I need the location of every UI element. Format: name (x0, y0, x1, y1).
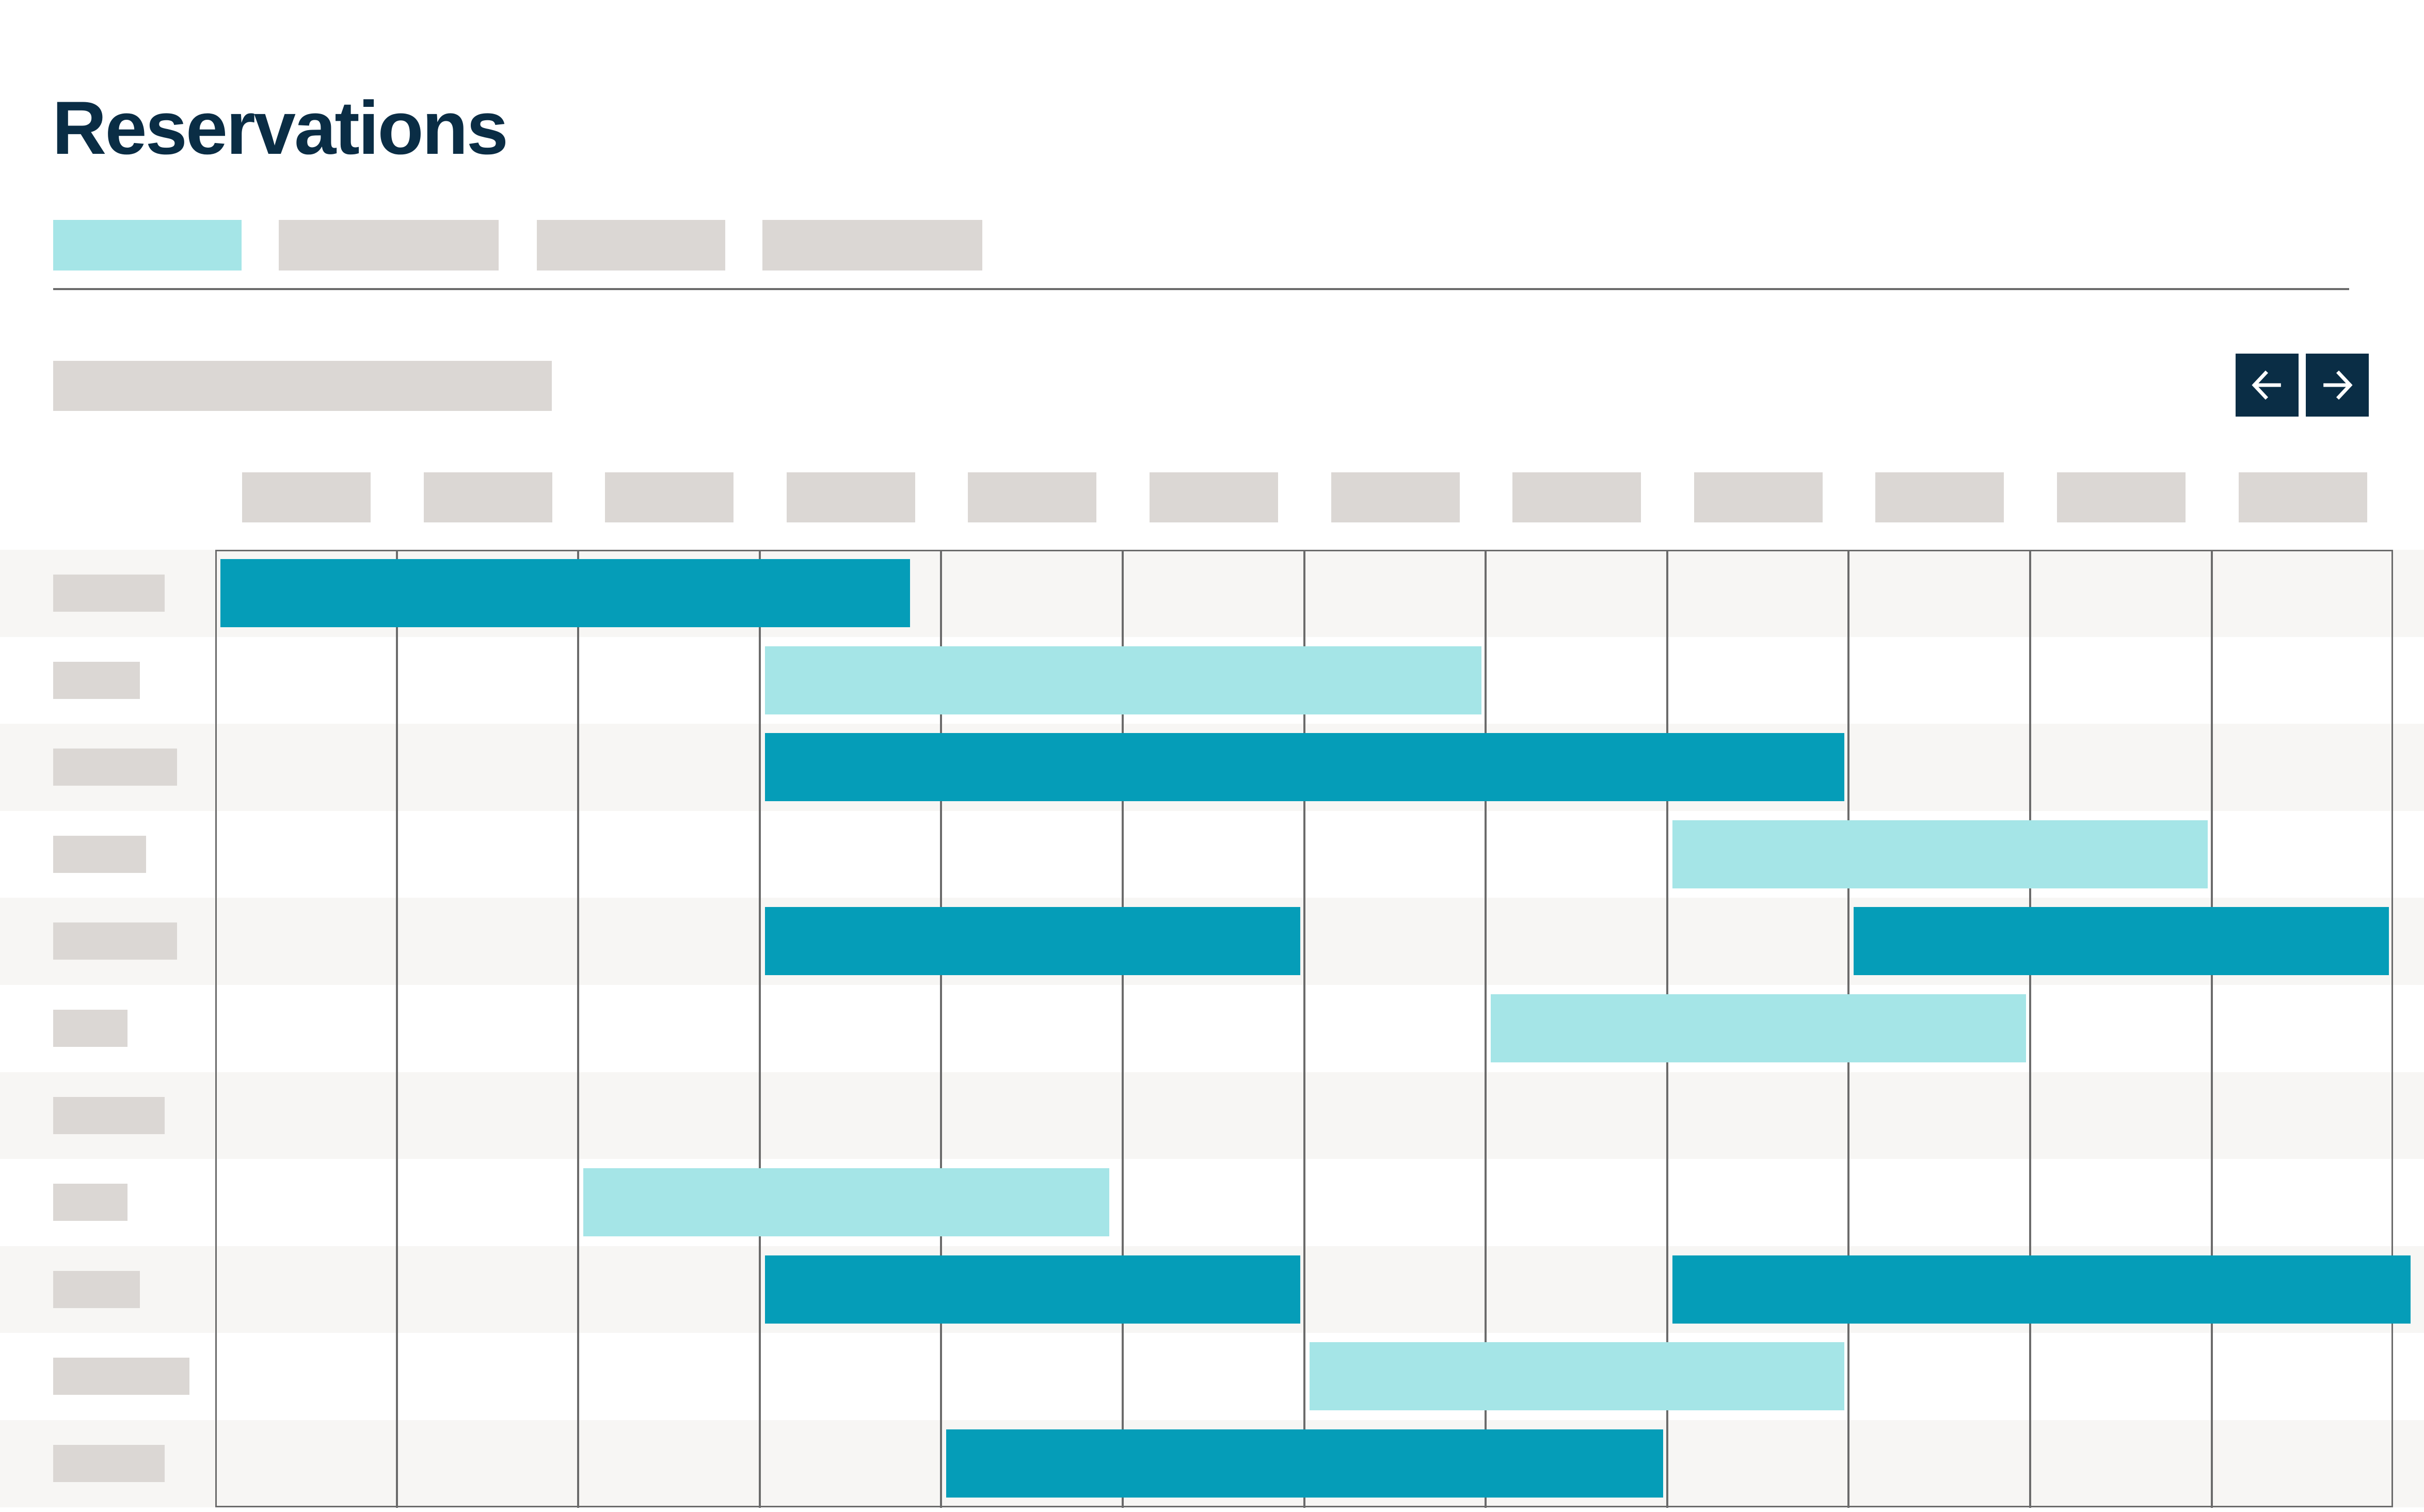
reservation-bar-pending[interactable] (1491, 994, 2026, 1062)
page-title: Reservations (52, 86, 508, 170)
reservation-bar-pending[interactable] (1309, 1342, 1845, 1411)
tab-1[interactable] (53, 220, 242, 270)
column-header (423, 472, 552, 522)
grid-line (2210, 550, 2213, 1508)
reservation-bar-confirmed[interactable] (220, 559, 910, 627)
row-label (53, 1270, 140, 1308)
column-header (968, 472, 1097, 522)
arrow-left-icon (2252, 370, 2281, 400)
reservation-bar-confirmed[interactable] (946, 1429, 1663, 1498)
reservation-bar-pending[interactable] (764, 646, 1482, 714)
reservation-bar-confirmed[interactable] (1672, 1255, 2411, 1324)
column-header (1150, 472, 1278, 522)
column-header (1512, 472, 1641, 522)
column-header (786, 472, 915, 522)
grid-line (758, 550, 761, 1508)
row-label (53, 1445, 165, 1482)
tab-3[interactable] (537, 220, 725, 270)
grid-line (940, 550, 943, 1508)
grid-line (1122, 550, 1124, 1508)
tab-2[interactable] (279, 220, 499, 270)
row-label (53, 1096, 165, 1134)
row-label (53, 575, 165, 612)
reservation-bar-confirmed[interactable] (764, 1255, 1300, 1324)
grid-line (577, 550, 580, 1508)
column-header (2238, 472, 2367, 522)
row-label (53, 661, 140, 699)
column-header (1331, 472, 1460, 522)
row-label (53, 749, 177, 786)
row-label (53, 835, 146, 873)
reservation-bar-pending[interactable] (1672, 820, 2208, 888)
arrow-right-icon (2323, 370, 2353, 400)
reservation-bar-confirmed[interactable] (764, 907, 1300, 976)
table-row (0, 1072, 2424, 1159)
row-label (53, 1358, 189, 1395)
grid-line (1303, 550, 1305, 1508)
row-label (53, 1010, 127, 1047)
reservation-bar-confirmed[interactable] (1854, 907, 2389, 976)
column-header (1875, 472, 2004, 522)
reservation-bar-pending[interactable] (583, 1168, 1110, 1237)
column-header (242, 472, 371, 522)
tab-4[interactable] (762, 220, 982, 270)
row-label (53, 1184, 127, 1221)
grid-line (395, 550, 398, 1508)
tab-divider (53, 288, 2349, 290)
grid-line (2029, 550, 2031, 1508)
column-header (1694, 472, 1823, 522)
grid-line (1485, 550, 1487, 1508)
previous-button[interactable] (2236, 354, 2299, 417)
reservation-bar-confirmed[interactable] (764, 733, 1845, 802)
row-label (53, 922, 177, 960)
column-header (2057, 472, 2186, 522)
next-button[interactable] (2306, 354, 2369, 417)
date-range-label (53, 361, 552, 411)
column-header (605, 472, 734, 522)
